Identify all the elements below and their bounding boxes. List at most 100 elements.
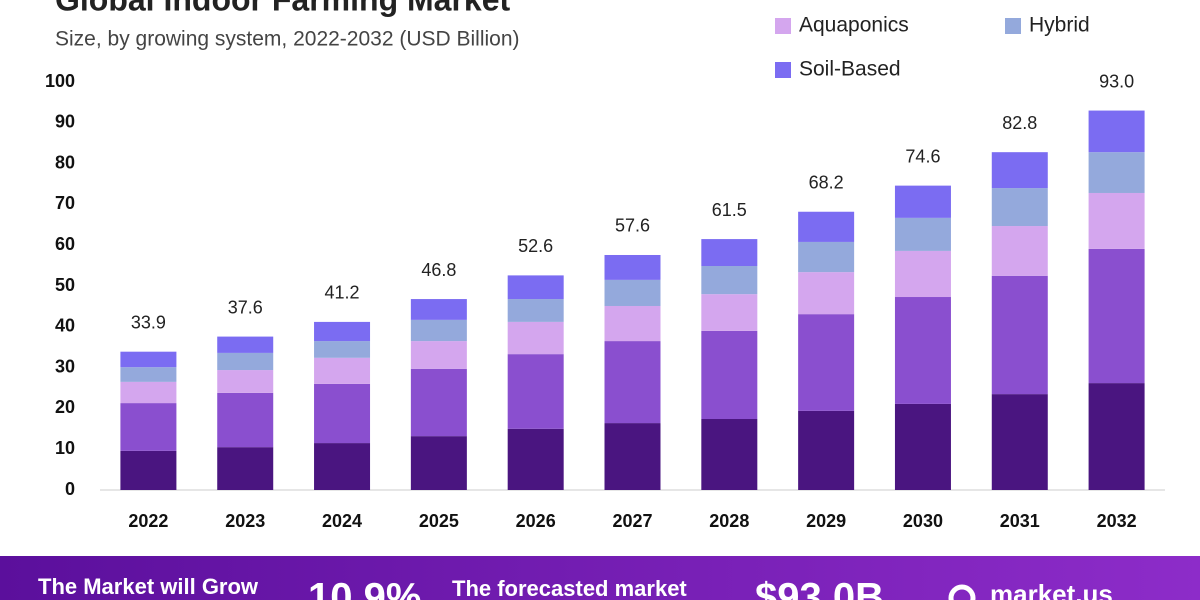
legend-swatch (775, 18, 791, 34)
bar-segment (798, 241, 855, 273)
y-tick-label: 100 (45, 71, 75, 91)
legend-label: Hybrid (1029, 14, 1090, 37)
bar-segment (798, 272, 855, 315)
bar-segment (410, 299, 467, 320)
bar-segment (120, 381, 177, 404)
bar-segment (314, 383, 371, 444)
total-label: 74.6 (905, 146, 940, 166)
bar-segment (1088, 152, 1145, 193)
bar-segment (120, 403, 177, 451)
total-label: 57.6 (615, 216, 650, 236)
bar-segment (604, 341, 661, 424)
x-tick-label: 2023 (225, 511, 265, 531)
chart-title: Global Indoor Farming Market (55, 0, 511, 17)
bar-segment (217, 336, 274, 353)
x-tick-label: 2026 (516, 511, 556, 531)
y-tick-label: 0 (65, 479, 75, 499)
bar-segment (217, 352, 274, 371)
banner-value: $93.0B (755, 576, 884, 600)
bar-segment (604, 423, 661, 490)
bar-segment (991, 152, 1048, 189)
bar-segment (217, 447, 274, 490)
y-tick-label: 10 (55, 438, 75, 458)
bar-segment (507, 275, 564, 300)
total-label: 82.8 (1002, 113, 1037, 133)
bar-segment (314, 321, 371, 342)
brand-icon (948, 584, 976, 600)
bar-segment (991, 226, 1048, 276)
total-label: 33.9 (131, 312, 166, 332)
bar-segment (701, 330, 758, 420)
bar-segment (604, 279, 661, 306)
x-tick-label: 2028 (709, 511, 749, 531)
y-tick-label: 40 (55, 316, 75, 336)
x-tick-label: 2031 (1000, 511, 1040, 531)
x-tick-label: 2025 (419, 511, 459, 531)
legend-label: Soil-Based (799, 58, 901, 81)
bar-segment (894, 250, 951, 298)
y-tick-label: 70 (55, 193, 75, 213)
total-label: 61.5 (712, 200, 747, 220)
bar-segment (410, 368, 467, 437)
bar-segment (701, 239, 758, 267)
legend-swatch (775, 62, 791, 78)
total-label: 46.8 (421, 260, 456, 280)
banner-bg (0, 556, 1200, 600)
bar-segment (701, 294, 758, 331)
bar-segment (314, 443, 371, 490)
bar-segment (120, 351, 177, 368)
bar-segment (798, 211, 855, 242)
x-tick-label: 2027 (612, 511, 652, 531)
bar-segment (798, 314, 855, 411)
bar-segment (894, 185, 951, 218)
bar-segment (604, 305, 661, 342)
y-tick-label: 90 (55, 112, 75, 132)
bar-segment (507, 299, 564, 322)
y-tick-label: 60 (55, 234, 75, 254)
bar-segment (314, 341, 371, 358)
bar-segment (991, 188, 1048, 227)
bar-segment (410, 341, 467, 369)
x-tick-label: 2032 (1097, 511, 1137, 531)
bar-segment (507, 321, 564, 355)
banner-text: The forecasted market (452, 576, 687, 600)
total-label: 41.2 (325, 283, 360, 303)
bar-segment (1088, 383, 1145, 490)
bar-segment (410, 319, 467, 342)
x-tick-label: 2024 (322, 511, 362, 531)
bar-segment (507, 354, 564, 429)
bar-segment (604, 254, 661, 280)
banner-text: The Market will Grow (38, 574, 259, 599)
bar-segment (1088, 248, 1145, 384)
bar-segment (120, 450, 177, 490)
y-tick-label: 80 (55, 152, 75, 172)
bar-segment (120, 367, 177, 382)
bar-segment (217, 392, 274, 448)
bar-segment (314, 357, 371, 384)
bar-segment (1088, 192, 1145, 249)
y-tick-label: 20 (55, 397, 75, 417)
total-label: 52.6 (518, 236, 553, 256)
brand: market.us (990, 579, 1113, 600)
bar-segment (701, 419, 758, 490)
y-tick-label: 30 (55, 356, 75, 376)
chart-subtitle: Size, by growing system, 2022-2032 (USD … (55, 28, 520, 51)
bar-segment (991, 394, 1048, 490)
legend-swatch (1005, 18, 1021, 34)
x-tick-label: 2029 (806, 511, 846, 531)
bar-segment (507, 428, 564, 490)
x-tick-label: 2030 (903, 511, 943, 531)
total-label: 68.2 (809, 172, 844, 192)
bar-segment (894, 297, 951, 404)
bar-segment (894, 217, 951, 251)
bar-segment (798, 410, 855, 490)
bar-segment (991, 275, 1048, 395)
total-label: 37.6 (228, 297, 263, 317)
bar-segment (1088, 110, 1145, 153)
total-label: 93.0 (1099, 71, 1134, 91)
banner-cagr: 10.9% (308, 576, 421, 600)
bar-segment (894, 403, 951, 490)
bar-segment (701, 266, 758, 295)
banner: The Market will Grow 10.9% The forecaste… (0, 556, 1200, 600)
